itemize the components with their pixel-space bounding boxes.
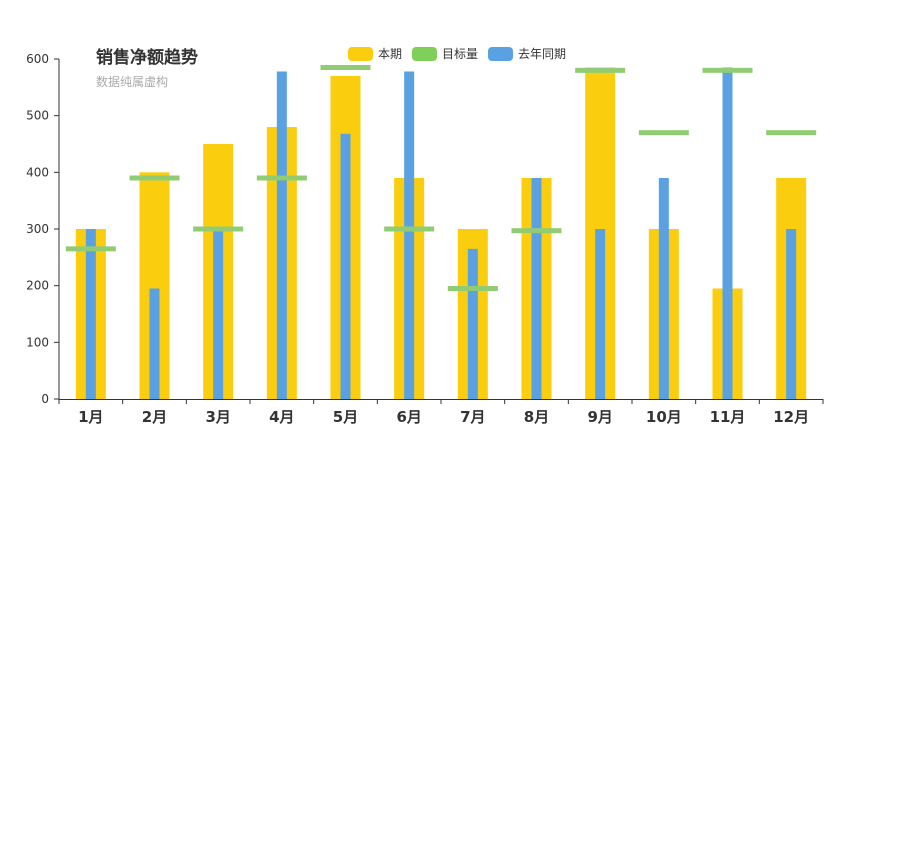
target-marker	[638, 130, 689, 136]
bar-last-year	[213, 229, 224, 399]
bar-last-year	[595, 229, 606, 399]
x-tick-label: 3月	[205, 408, 230, 426]
legend-swatch-current	[348, 46, 373, 61]
legend-swatch-target	[412, 46, 438, 61]
y-tick-label: 400	[26, 165, 49, 179]
x-tick-label: 11月	[710, 408, 746, 426]
y-tick-label: 500	[26, 109, 49, 123]
bar-last-year	[531, 178, 542, 399]
bar-last-year	[467, 248, 478, 399]
axes-group: 0 100 200 300 400 500 600 1月 2月 3月 4月 5月 6月 7月 8月 9月 10月…	[26, 52, 824, 426]
series-last-year	[85, 67, 797, 400]
y-tick-label: 0	[41, 392, 49, 406]
chart-subtitle: 数据纯属虚构	[96, 75, 169, 89]
target-marker	[320, 65, 371, 70]
x-tick-label: 9月	[587, 408, 612, 426]
target-marker	[702, 67, 753, 73]
target-marker	[766, 130, 817, 136]
bar-last-year	[658, 178, 669, 399]
legend-item-last-year[interactable]: 去年同期	[488, 45, 566, 62]
bar-last-year	[722, 67, 733, 399]
bar-last-year	[85, 229, 96, 399]
target-marker	[65, 246, 116, 252]
series-current	[75, 67, 807, 399]
x-tick-label: 10月	[646, 408, 682, 426]
x-tick-label: 5月	[333, 408, 358, 426]
series-target	[65, 65, 817, 291]
y-tick-label: 600	[26, 52, 49, 66]
legend-item-target[interactable]: 目标量	[412, 45, 478, 62]
target-marker	[447, 286, 498, 291]
legend-swatch-last-year	[488, 46, 514, 61]
bar-last-year	[276, 71, 287, 399]
x-tick-label: 7月	[460, 408, 485, 426]
legend-label-current: 本期	[378, 47, 403, 61]
legend-label-target: 目标量	[442, 47, 479, 61]
y-tick-label: 200	[26, 279, 49, 293]
bar-last-year	[404, 71, 415, 399]
target-marker	[511, 228, 562, 234]
y-tick-label: 100	[26, 335, 49, 349]
target-marker	[384, 226, 435, 232]
target-marker	[129, 175, 180, 181]
x-tick-label: 2月	[142, 408, 167, 426]
x-tick-label: 1月	[78, 408, 103, 426]
x-tick-label: 8月	[524, 408, 549, 426]
legend-label-last-year: 去年同期	[518, 47, 567, 61]
bar-last-year	[786, 229, 797, 399]
x-tick-label: 6月	[396, 408, 421, 426]
x-tick-label: 4月	[269, 408, 294, 426]
y-tick-label: 300	[26, 222, 49, 236]
target-marker	[575, 67, 626, 73]
bar-last-year	[149, 288, 160, 399]
legend-item-current[interactable]: 本期	[348, 45, 402, 62]
target-marker	[256, 175, 307, 181]
target-marker	[193, 226, 244, 232]
x-tick-label: 12月	[773, 408, 809, 426]
chart-legend: 本期 目标量 去年同期	[348, 45, 566, 62]
chart-title: 销售净额趋势	[96, 48, 198, 68]
bar-last-year	[340, 133, 351, 400]
